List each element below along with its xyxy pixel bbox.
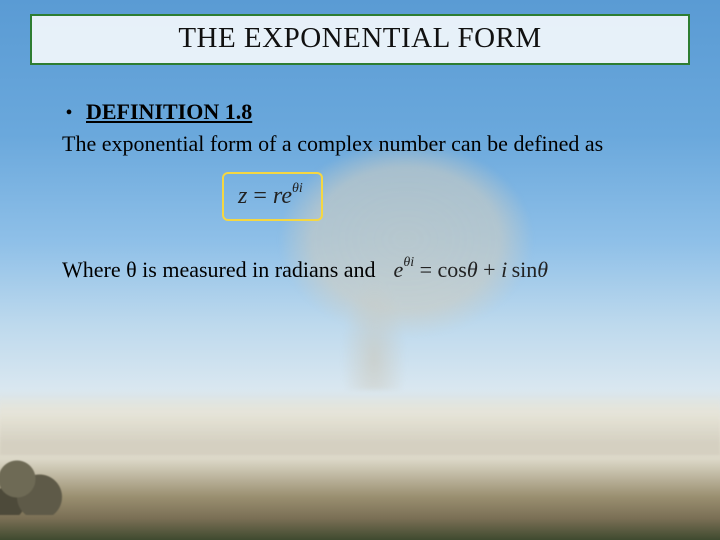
euler-equals: = [414, 257, 437, 282]
content-area: • DEFINITION 1.8 The exponential form of… [62, 97, 658, 284]
where-line: Where θ is measured in radians and eθi =… [62, 255, 658, 285]
slide-content: THE EXPONENTIAL FORM • DEFINITION 1.8 Th… [0, 0, 720, 540]
euler-i: i [501, 257, 507, 282]
euler-cos: cos [438, 257, 467, 282]
formula-exp-theta: θ [292, 181, 299, 196]
euler-e: e [394, 257, 404, 282]
where-text: Where θ is measured in radians and [62, 255, 376, 285]
formula-highlight-box: z = reθi [222, 172, 323, 220]
formula-exp-i: i [299, 181, 303, 196]
euler-theta2: θ [537, 257, 548, 282]
title-banner: THE EXPONENTIAL FORM [30, 14, 690, 65]
euler-plus: + [478, 257, 501, 282]
definition-heading: DEFINITION 1.8 [86, 97, 252, 127]
exponential-form-formula: z = reθi [238, 183, 303, 209]
definition-body-text: The exponential form of a complex number… [62, 129, 658, 159]
euler-formula: eθi = cosθ + i sinθ [394, 255, 549, 285]
slide-title: THE EXPONENTIAL FORM [46, 22, 674, 55]
formula-e: e [281, 183, 292, 209]
euler-exp-i: i [410, 255, 414, 270]
formula-highlight-area: z = reθi [222, 172, 323, 220]
formula-equals: = [247, 183, 273, 209]
bullet-icon: • [62, 103, 76, 123]
definition-line: • DEFINITION 1.8 [62, 97, 658, 127]
euler-sin: sin [512, 257, 538, 282]
euler-theta1: θ [467, 257, 478, 282]
formula-z: z [238, 183, 247, 209]
